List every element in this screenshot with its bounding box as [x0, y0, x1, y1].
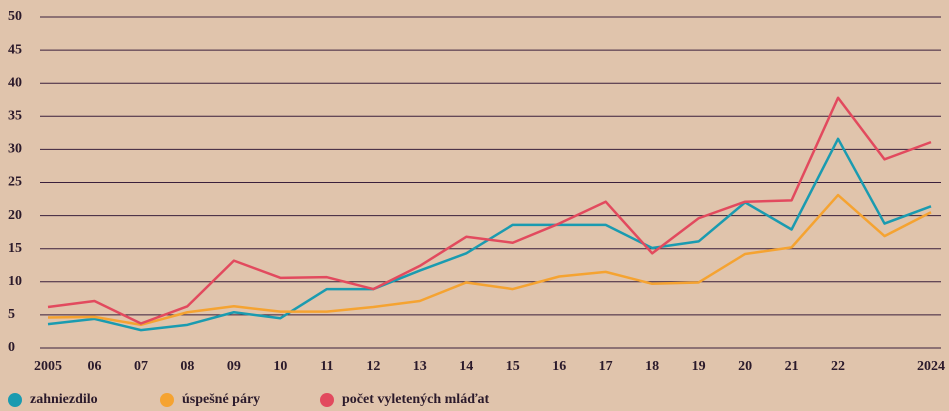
x-tick-label: 11 — [320, 359, 333, 374]
y-tick-label: 5 — [8, 307, 15, 322]
y-tick-label: 0 — [8, 340, 15, 355]
x-tick-label: 10 — [273, 359, 287, 374]
x-tick-label: 17 — [599, 359, 613, 374]
line — [47, 137, 932, 332]
x-tick-label: 06 — [87, 359, 101, 374]
legend-marker — [8, 393, 22, 407]
x-tick-label: 2024 — [917, 359, 945, 374]
x-tick-label: 19 — [692, 359, 706, 374]
y-tick-label: 45 — [8, 42, 22, 57]
y-tick-label: 50 — [8, 9, 22, 24]
y-tick-label: 40 — [8, 75, 22, 90]
x-tick-label: 15 — [506, 359, 520, 374]
x-tick-label: 18 — [645, 359, 659, 374]
y-tick-label: 10 — [8, 274, 22, 289]
line — [47, 96, 932, 325]
line — [47, 193, 932, 327]
x-tick-label: 2005 — [34, 359, 62, 374]
legend-label: zahniezdilo — [30, 392, 98, 407]
y-tick-label: 30 — [8, 142, 22, 157]
x-tick-label: 13 — [413, 359, 427, 374]
y-tick-label: 25 — [8, 175, 22, 190]
x-tick-label: 07 — [134, 359, 148, 374]
legend-marker — [160, 393, 174, 407]
x-tick-label: 16 — [552, 359, 566, 374]
legend-marker — [320, 393, 334, 407]
y-tick-label: 35 — [8, 109, 22, 124]
x-tick-label: 20 — [738, 359, 752, 374]
x-tick-label: 14 — [459, 359, 473, 374]
x-tick-label: 21 — [785, 359, 799, 374]
x-tick-label: 09 — [227, 359, 241, 374]
y-tick-label: 20 — [8, 208, 22, 223]
y-tick-label: 15 — [8, 241, 22, 256]
legend-label: úspešné páry — [182, 392, 260, 407]
x-tick-label: 12 — [366, 359, 380, 374]
x-tick-label: 22 — [831, 359, 845, 374]
x-tick-label: 08 — [180, 359, 194, 374]
legend-label: počet vyletených mláďat — [342, 392, 489, 407]
